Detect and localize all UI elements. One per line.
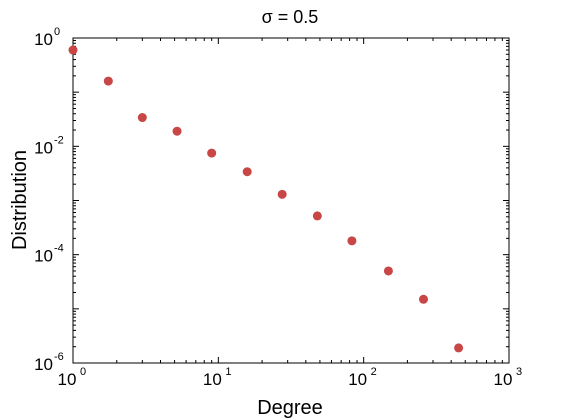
data-point <box>277 189 287 199</box>
data-points <box>68 45 464 353</box>
x-tick-label-exponent: 0 <box>80 366 86 378</box>
x-tick-label-exponent: 2 <box>371 366 377 378</box>
data-point <box>103 76 113 86</box>
data-point <box>418 294 428 304</box>
y-tick-label-exponent: -2 <box>54 134 64 146</box>
data-point <box>383 266 393 276</box>
data-point <box>312 211 322 221</box>
y-tick-label-exponent: -4 <box>54 243 64 255</box>
x-axis-label: Degree <box>257 397 323 419</box>
y-axis-label: Distribution <box>9 150 31 250</box>
data-point <box>68 45 78 55</box>
x-tick-label: 10 <box>348 370 367 389</box>
data-point <box>172 126 182 136</box>
x-tick-label: 10 <box>203 370 222 389</box>
y-tick-label: 10 <box>34 30 53 49</box>
x-tick-label: 10 <box>58 370 77 389</box>
data-point <box>137 113 147 123</box>
y-tick-label: 10 <box>34 247 53 266</box>
x-tick-label: 10 <box>494 370 513 389</box>
chart-title: σ = 0.5 <box>262 7 319 27</box>
data-point <box>454 343 464 353</box>
tick-labels: 10 0 10 1 10 2 10 310 010 -210 -410 -6 <box>34 26 522 389</box>
y-tick-label-exponent: 0 <box>54 26 60 38</box>
data-point <box>207 148 217 158</box>
data-point <box>347 236 357 246</box>
axis-ticks <box>73 38 509 363</box>
data-point <box>242 167 252 177</box>
x-tick-label-exponent: 1 <box>225 366 231 378</box>
y-tick-label-exponent: -6 <box>54 351 64 363</box>
plot-area <box>72 37 510 364</box>
x-tick-label-exponent: 3 <box>516 366 522 378</box>
y-tick-label: 10 <box>34 355 53 374</box>
y-tick-label: 10 <box>34 138 53 157</box>
